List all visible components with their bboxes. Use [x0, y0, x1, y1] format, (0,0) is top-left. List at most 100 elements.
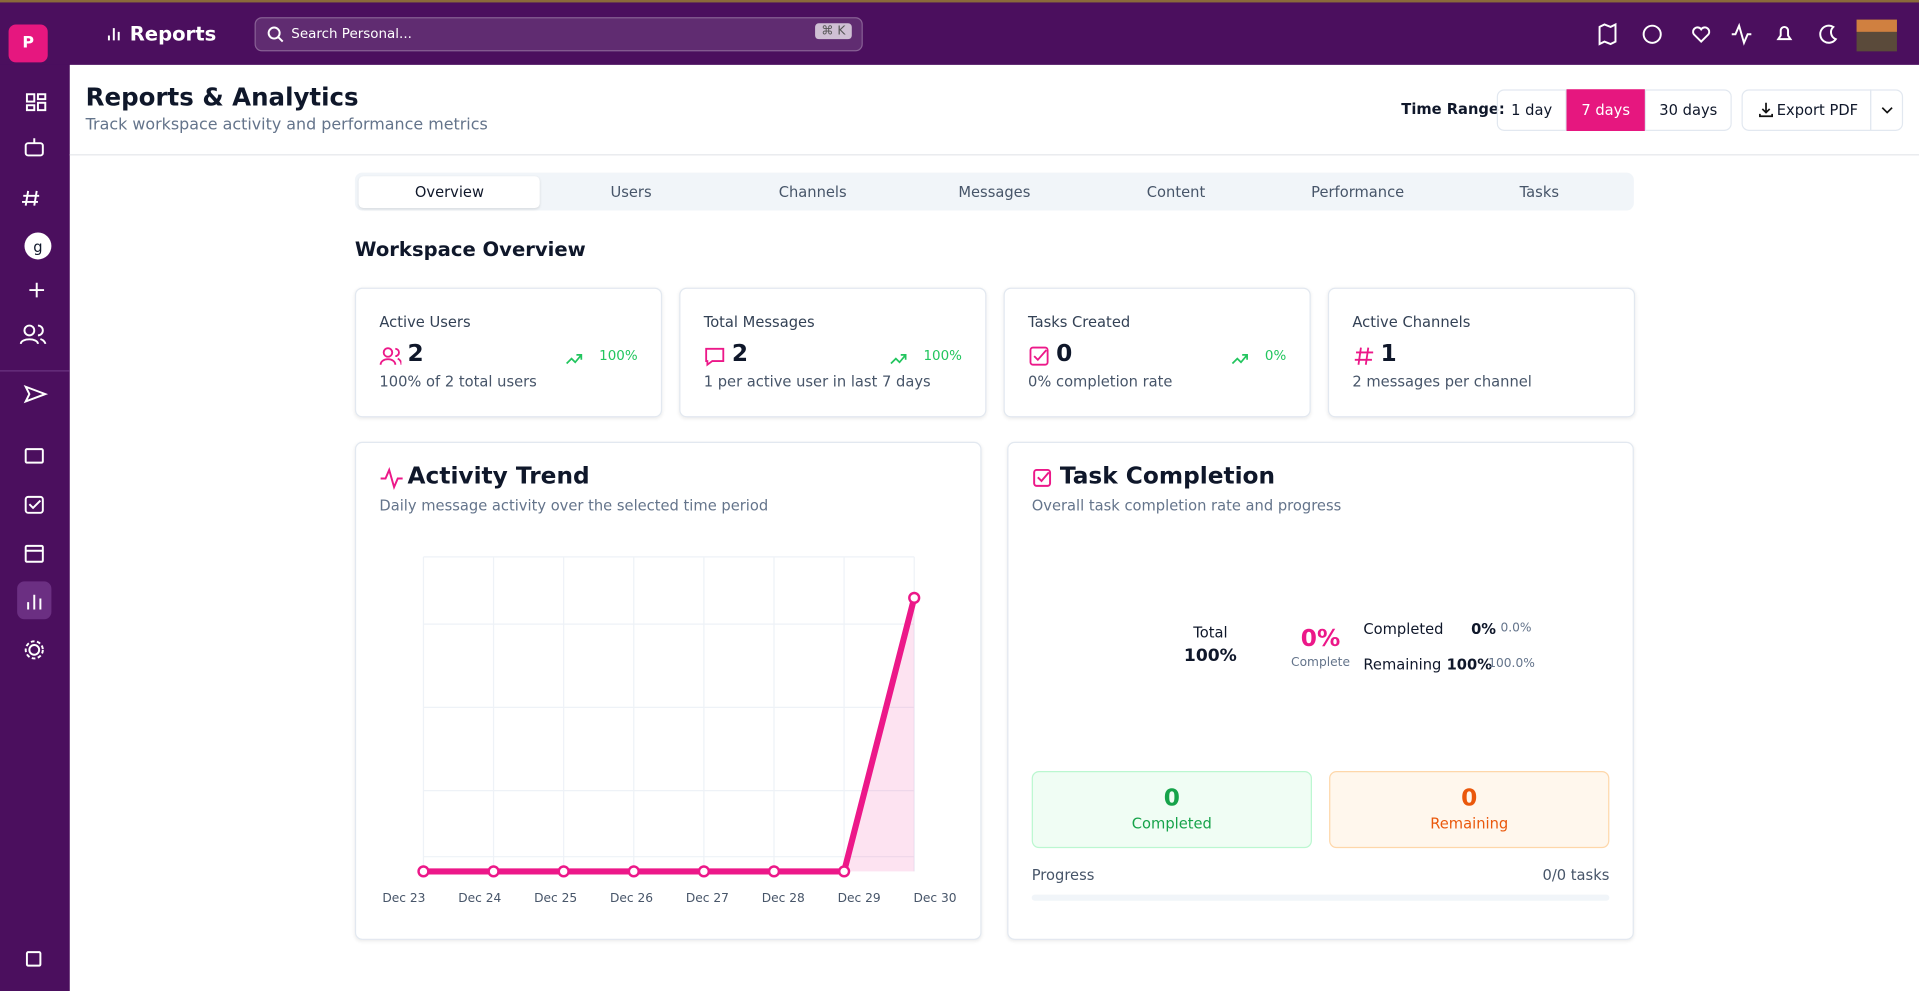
- stat-note: 0% completion rate: [1028, 373, 1173, 391]
- percent-label: Complete: [1291, 655, 1351, 670]
- trend-icon: [1231, 348, 1248, 371]
- stat-note: 1 per active user in last 7 days: [703, 373, 931, 391]
- stat-icon: [379, 345, 403, 372]
- stat-card: [1327, 287, 1636, 418]
- stat-card: [679, 287, 987, 418]
- shortcut: ⌘ K: [815, 23, 852, 40]
- remaining-label: Remaining: [1430, 815, 1509, 833]
- line: [423, 597, 918, 875]
- remaining-value: 0: [1461, 784, 1478, 812]
- progress-label: Progress: [1031, 866, 1095, 884]
- percent: 0%: [1300, 625, 1341, 653]
- x-tick-label: Dec 24: [458, 891, 501, 905]
- stat-card: [1003, 287, 1311, 418]
- icon: [1029, 346, 1049, 366]
- card-title: Task Completion: [1059, 462, 1276, 490]
- time-range-button[interactable]: 7 days: [1566, 89, 1645, 131]
- total-value: 100%: [1183, 646, 1237, 666]
- stat-label: Active Channels: [1352, 313, 1471, 331]
- x-tick-label: Dec 23: [382, 891, 425, 905]
- stat-label: Total Messages: [703, 313, 815, 331]
- x-tick-label: Dec 30: [913, 891, 956, 905]
- card-subtitle: Overall task completion rate and progres…: [1031, 496, 1342, 515]
- trend-icon: [890, 348, 907, 371]
- tab[interactable]: Channels: [778, 183, 847, 201]
- stat-card: [354, 287, 663, 418]
- stat-icon: [1028, 345, 1050, 372]
- sidebar-icons: [0, 93, 70, 967]
- card-subtitle: Daily message activity over the selected…: [379, 496, 769, 515]
- tab[interactable]: Performance: [1311, 183, 1405, 201]
- divider: [69, 154, 1919, 156]
- stat-change: 100%: [923, 347, 962, 364]
- trend-icon: [565, 348, 583, 371]
- point: [767, 865, 781, 878]
- card-title: Activity Trend: [407, 462, 590, 490]
- x-tick-label: Dec 27: [686, 891, 729, 905]
- legend-label: Completed: [1363, 620, 1444, 638]
- x-tick-label: Dec 26: [610, 891, 653, 905]
- stat-note: 2 messages per channel: [1352, 373, 1532, 391]
- point: [627, 865, 640, 878]
- workspace-avatar[interactable]: P: [8, 24, 48, 63]
- x-tick-label: Dec 28: [762, 891, 805, 905]
- time-range-label: Time Range:: [1401, 100, 1505, 118]
- icon: [379, 347, 403, 365]
- topbar-icons: [1598, 19, 1897, 52]
- icon: [566, 354, 583, 365]
- stat-value: 2: [407, 340, 424, 368]
- icon: [890, 354, 907, 365]
- icon: [705, 347, 725, 367]
- total-label: Total: [1193, 624, 1228, 642]
- tab[interactable]: Messages: [958, 183, 1031, 201]
- time-range-button[interactable]: 1 day: [1496, 89, 1567, 131]
- search-box[interactable]: [254, 17, 863, 52]
- stat-value: 2: [731, 340, 749, 368]
- icon: [1231, 354, 1248, 365]
- point: [837, 865, 851, 878]
- tab[interactable]: Overview: [358, 176, 541, 209]
- search-placeholder: Search Personal...: [291, 25, 412, 42]
- progress-text: 0/0 tasks: [1542, 866, 1610, 884]
- task-card: [1007, 441, 1634, 940]
- tab[interactable]: Tasks: [1519, 183, 1559, 201]
- legend-label: Remaining: [1363, 655, 1442, 674]
- stat-icon: [1352, 345, 1374, 372]
- x-tick-label: Dec 25: [534, 891, 577, 905]
- section-title: Workspace Overview: [354, 237, 586, 261]
- legend-precise: 0.0%: [1500, 621, 1532, 636]
- time-range-button[interactable]: 30 days: [1644, 89, 1732, 131]
- workspace-letter[interactable]: g: [33, 238, 43, 256]
- stat-label: Active Users: [379, 313, 471, 331]
- legend-pct: 100%: [1446, 655, 1492, 674]
- tab[interactable]: Users: [610, 183, 652, 201]
- progress-bar: [1031, 894, 1610, 901]
- point: [697, 865, 711, 878]
- search-icon: [267, 26, 284, 43]
- page-title: Reports: [129, 22, 217, 46]
- download-icon: [1759, 102, 1773, 118]
- point: [487, 865, 500, 878]
- x-tick-label: Dec 29: [838, 891, 881, 905]
- point: [417, 865, 430, 878]
- legend-precise: 100.0%: [1488, 657, 1535, 671]
- stat-icon: [704, 345, 726, 372]
- icon: [1354, 347, 1374, 365]
- chevron: [1881, 107, 1893, 114]
- header-subtitle: Track workspace activity and performance…: [85, 116, 488, 135]
- activity-icon: [380, 467, 403, 491]
- completed-value: 0: [1163, 784, 1180, 812]
- reports-icon: [107, 28, 120, 41]
- tab[interactable]: Content: [1146, 183, 1206, 201]
- stat-value: 0: [1056, 340, 1073, 368]
- stat-change: 0%: [1264, 347, 1287, 364]
- sidebar: [0, 0, 70, 991]
- area: [423, 597, 915, 872]
- legend-pct: 0%: [1471, 620, 1497, 638]
- stat-label: Tasks Created: [1028, 313, 1131, 331]
- header-title: Reports & Analytics: [85, 81, 359, 112]
- export-menu[interactable]: [1870, 89, 1904, 131]
- stat-note: 100% of 2 total users: [379, 373, 537, 391]
